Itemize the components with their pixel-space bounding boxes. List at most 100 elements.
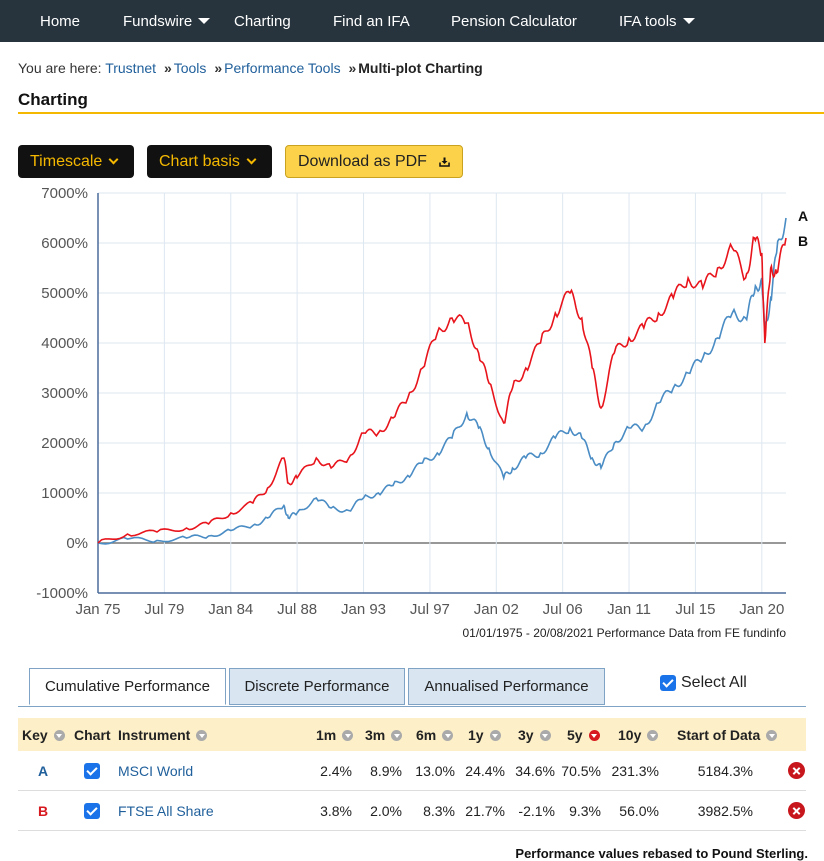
row-3y: 34.6% bbox=[515, 763, 555, 779]
x-tick-label: Jul 79 bbox=[144, 601, 184, 618]
header-instrument[interactable]: Instrument bbox=[118, 727, 208, 743]
download-pdf-label: Download as PDF bbox=[298, 152, 427, 170]
x-tick-label: Jan 84 bbox=[208, 601, 253, 618]
breadcrumb-link-performance-tools[interactable]: Performance Tools bbox=[224, 60, 341, 76]
title-divider bbox=[18, 112, 824, 114]
row-10y: 56.0% bbox=[619, 803, 659, 819]
select-all-checkbox[interactable] bbox=[660, 675, 676, 691]
row-1y: 24.4% bbox=[465, 763, 505, 779]
row-key: A bbox=[38, 763, 49, 779]
table-row: A MSCI World 2.4% 8.9% 13.0% 24.4% 34.6%… bbox=[18, 751, 806, 791]
breadcrumb-separator: » bbox=[214, 60, 223, 76]
sort-icon bbox=[342, 729, 354, 741]
performance-chart: 7000% 6000% 5000% 4000% 3000% 2000% 1000% 0% -10… bbox=[0, 185, 824, 645]
sort-icon bbox=[196, 729, 208, 741]
nav-fundswire[interactable]: Fundswire bbox=[123, 13, 211, 30]
footer-note: Performance values rebased to Pound Ster… bbox=[515, 846, 808, 861]
chevron-down-icon bbox=[246, 154, 257, 165]
row-1y: 21.7% bbox=[465, 803, 505, 819]
series-line-b bbox=[97, 235, 787, 544]
y-tick-label: -1000% bbox=[36, 585, 88, 602]
row-key: B bbox=[38, 803, 49, 819]
table-row: B FTSE All Share 3.8% 2.0% 8.3% 21.7% -2… bbox=[18, 791, 806, 831]
y-tick-label: 7000% bbox=[41, 185, 88, 202]
remove-icon[interactable] bbox=[788, 762, 805, 779]
sort-icon bbox=[391, 729, 403, 741]
header-6m[interactable]: 6m bbox=[416, 727, 454, 743]
y-tick-label: 4000% bbox=[41, 335, 88, 352]
remove-icon[interactable] bbox=[788, 802, 805, 819]
x-tick-label: Jul 97 bbox=[410, 601, 450, 618]
row-instrument-link[interactable]: FTSE All Share bbox=[118, 803, 214, 819]
header-1m[interactable]: 1m bbox=[316, 727, 354, 743]
top-navigation: Home Fundswire Charting Find an IFA Pens… bbox=[0, 0, 824, 42]
row-1m: 2.4% bbox=[320, 763, 352, 779]
chart-caption: 01/01/1975 - 20/08/2021 Performance Data… bbox=[462, 626, 786, 640]
sort-icon bbox=[442, 729, 454, 741]
header-3y[interactable]: 3y bbox=[518, 727, 551, 743]
nav-find-an-ifa[interactable]: Find an IFA bbox=[333, 13, 410, 30]
header-chart: Chart bbox=[74, 727, 111, 743]
breadcrumb-separator: » bbox=[348, 60, 357, 76]
series-end-label: B bbox=[798, 233, 808, 249]
row-chart-checkbox[interactable] bbox=[84, 803, 100, 819]
row-5y: 70.5% bbox=[561, 763, 601, 779]
breadcrumb-link-tools[interactable]: Tools bbox=[173, 60, 207, 76]
tab-cumulative-performance[interactable]: Cumulative Performance bbox=[29, 668, 226, 705]
y-tick-label: 2000% bbox=[41, 435, 88, 452]
download-tray-icon bbox=[439, 156, 450, 167]
row-1m: 3.8% bbox=[320, 803, 352, 819]
tab-annualised-performance[interactable]: Annualised Performance bbox=[408, 668, 605, 705]
header-5y[interactable]: 5y bbox=[567, 727, 600, 743]
x-tick-label: Jan 75 bbox=[75, 601, 120, 618]
row-6m: 8.3% bbox=[423, 803, 455, 819]
x-tick-label: Jul 06 bbox=[543, 601, 583, 618]
y-tick-label: 1000% bbox=[41, 485, 88, 502]
caret-down-icon bbox=[682, 18, 695, 24]
timescale-button[interactable]: Timescale bbox=[18, 145, 134, 178]
y-tick-label: 6000% bbox=[41, 235, 88, 252]
breadcrumb: You are here: Trustnet » Tools » Performan… bbox=[18, 60, 483, 76]
x-tick-label: Jan 11 bbox=[607, 601, 651, 618]
y-tick-label: 3000% bbox=[41, 385, 88, 402]
header-key[interactable]: Key bbox=[22, 727, 65, 743]
row-instrument-link[interactable]: MSCI World bbox=[118, 763, 194, 779]
x-tick-label: Jan 93 bbox=[341, 601, 386, 618]
nav-home[interactable]: Home bbox=[40, 13, 81, 30]
header-3m[interactable]: 3m bbox=[365, 727, 403, 743]
sort-icon bbox=[53, 729, 65, 741]
breadcrumb-prefix: You are here: bbox=[18, 60, 102, 76]
download-pdf-button[interactable]: Download as PDF bbox=[285, 145, 463, 178]
sort-icon bbox=[489, 729, 501, 741]
select-all-control[interactable]: Select All bbox=[660, 674, 747, 692]
tab-divider bbox=[18, 706, 806, 707]
x-tick-label: Jul 15 bbox=[675, 601, 715, 618]
row-start-of-data: 5184.3% bbox=[697, 763, 753, 779]
tab-discrete-performance[interactable]: Discrete Performance bbox=[229, 668, 405, 705]
row-chart-checkbox[interactable] bbox=[84, 763, 100, 779]
header-10y[interactable]: 10y bbox=[618, 727, 659, 743]
page-title: Charting bbox=[18, 90, 88, 109]
nav-charting[interactable]: Charting bbox=[234, 13, 291, 30]
timescale-label: Timescale bbox=[30, 152, 103, 170]
chevron-down-icon bbox=[108, 154, 119, 165]
header-1y[interactable]: 1y bbox=[468, 727, 501, 743]
y-tick-label: 5000% bbox=[41, 285, 88, 302]
table-header: Key Chart Instrument 1m 3m 6m 1y 3y 5y 1… bbox=[18, 718, 806, 751]
x-tick-label: Jan 02 bbox=[474, 601, 519, 618]
performance-chart-svg: 7000% 6000% 5000% 4000% 3000% 2000% 1000% 0% -10… bbox=[36, 185, 808, 640]
breadcrumb-link-trustnet[interactable]: Trustnet bbox=[105, 60, 157, 76]
row-3y: -2.1% bbox=[518, 803, 555, 819]
nav-pension-calculator[interactable]: Pension Calculator bbox=[451, 13, 577, 30]
row-start-of-data: 3982.5% bbox=[697, 803, 753, 819]
y-tick-label: 0% bbox=[66, 535, 88, 552]
x-tick-label: Jul 88 bbox=[277, 601, 317, 618]
series-end-label: A bbox=[798, 208, 808, 224]
sort-icon bbox=[647, 729, 659, 741]
caret-down-icon bbox=[198, 18, 211, 24]
chart-basis-button[interactable]: Chart basis bbox=[147, 145, 272, 178]
nav-ifa-tools[interactable]: IFA tools bbox=[619, 13, 695, 30]
breadcrumb-separator: » bbox=[163, 60, 172, 76]
header-start-of-data[interactable]: Start of Data bbox=[677, 727, 778, 743]
row-10y: 231.3% bbox=[611, 763, 659, 779]
